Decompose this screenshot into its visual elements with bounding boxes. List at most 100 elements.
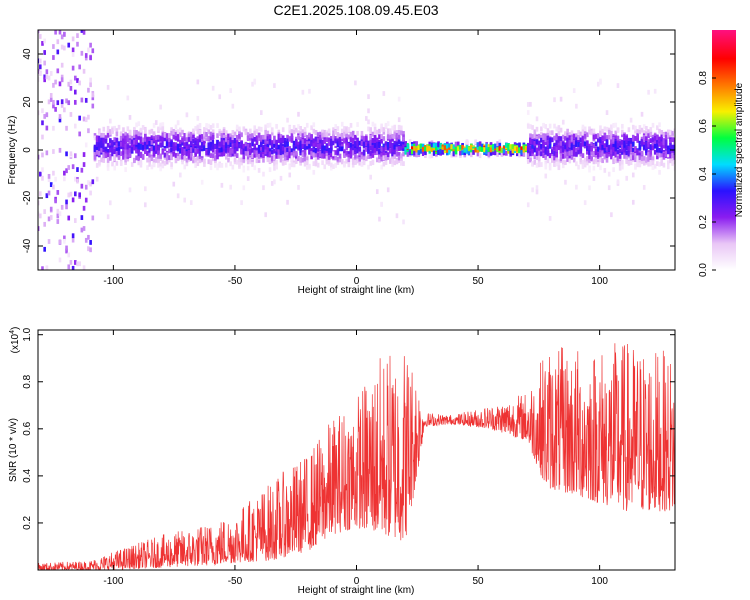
spectrogram-cell xyxy=(397,152,401,158)
spectrogram-cell xyxy=(491,145,495,151)
spectrogram-cell xyxy=(612,167,615,173)
spectrogram-cell xyxy=(47,239,51,244)
spectrogram-cell xyxy=(63,45,66,51)
spectrogram-cell xyxy=(640,159,644,164)
spectrogram-cell xyxy=(610,149,613,155)
spectrogram-cell xyxy=(124,167,127,173)
spectrogram-cell xyxy=(216,133,219,139)
spectrogram-cell xyxy=(586,149,589,154)
spectrogram-cell xyxy=(634,146,637,151)
spectrogram-cell xyxy=(360,161,364,167)
spectrogram-cell xyxy=(308,143,311,149)
spectrogram-cell xyxy=(452,147,456,153)
spectrogram-cell xyxy=(238,157,241,163)
spectrogram-cell xyxy=(152,136,156,142)
spectrogram-cell xyxy=(498,139,502,145)
spectrogram-cell xyxy=(389,148,392,154)
spectrogram-cell xyxy=(290,138,294,143)
spectrogram-cell xyxy=(128,145,132,151)
spectrogram-cell xyxy=(577,142,580,147)
spectrogram-cell xyxy=(323,139,327,144)
spectrogram-cell xyxy=(41,266,44,270)
spectrogram-cell xyxy=(323,136,327,141)
spectrogram-cell xyxy=(111,147,114,153)
spectrogram-cell xyxy=(106,158,110,163)
spectrogram-cell xyxy=(564,144,567,150)
spectrogram-cell xyxy=(397,155,401,161)
spectrogram-cell xyxy=(308,141,311,146)
spectrogram-cell xyxy=(382,155,386,161)
spectrogram-cell xyxy=(634,125,637,131)
spectrogram-cell xyxy=(255,147,259,153)
spectrogram-cell xyxy=(196,136,200,142)
spectrogram-cell xyxy=(93,147,97,153)
spectrogram-cell xyxy=(375,149,379,155)
spectrogram-cell xyxy=(406,144,410,149)
spectrogram-cell xyxy=(84,97,88,103)
spectrogram-cell xyxy=(216,152,219,158)
spectrogram-cell xyxy=(268,167,272,173)
spectrogram-cell xyxy=(71,36,75,42)
spectrogram-cell xyxy=(325,152,329,158)
spectrogram-cell xyxy=(84,184,88,190)
spectrogram-cell xyxy=(354,141,357,147)
spectrogram-cell xyxy=(275,143,278,149)
spectrogram-cell xyxy=(268,140,272,146)
spectrogram-cell xyxy=(249,133,252,139)
spectrogram-cell xyxy=(209,135,213,141)
spectrogram-cell xyxy=(89,247,92,253)
spectrogram-cell xyxy=(400,125,403,131)
y-tick-label: 0.6 xyxy=(22,421,33,435)
spectrogram-cell xyxy=(52,125,55,131)
spectrogram-cell xyxy=(233,151,237,157)
spectrogram-cell xyxy=(566,144,569,150)
spectrogram-cell xyxy=(266,151,270,156)
spectrogram-cell xyxy=(671,153,674,159)
spectrogram-cell xyxy=(76,33,79,39)
spectrogram-cell xyxy=(410,146,414,152)
spectrogram-cell xyxy=(52,170,55,176)
spectrogram-cell xyxy=(161,136,165,142)
spectrogram-cell xyxy=(305,134,309,140)
spectrogram-cell xyxy=(183,197,187,203)
spectrogram-cell xyxy=(295,159,298,164)
spectrogram-cell xyxy=(459,147,462,153)
spectrogram-cell xyxy=(389,134,392,140)
spectrogram-cell xyxy=(187,150,191,155)
spectrogram-cell xyxy=(400,130,403,136)
spectrogram-cell xyxy=(104,135,108,141)
spectrogram-cell xyxy=(266,136,270,141)
spectrogram-cell xyxy=(478,144,482,149)
spectrogram-cell xyxy=(491,150,495,155)
spectrogram-cell xyxy=(224,154,228,160)
spectrogram-cell xyxy=(253,130,257,136)
spectrogram-cell xyxy=(124,157,127,163)
spectrogram-cell xyxy=(561,163,565,169)
spectrogram-cell xyxy=(605,126,609,132)
spectrogram-cell xyxy=(262,139,265,145)
spectrogram-cell xyxy=(583,136,587,142)
spectrogram-cell xyxy=(45,69,49,75)
spectrogram-cell xyxy=(231,148,235,154)
spectrogram-cell xyxy=(406,152,410,157)
spectrogram-cell xyxy=(49,215,53,220)
spectrogram-cell xyxy=(58,30,62,35)
spectrogram-cell xyxy=(397,139,401,145)
spectrogram-cell xyxy=(647,157,650,163)
spectrogram-cell xyxy=(373,135,377,140)
spectrogram-cell xyxy=(126,149,130,155)
spectrogram-cell xyxy=(301,157,305,163)
spectrogram-cell xyxy=(295,141,298,147)
spectrogram-cell xyxy=(279,153,283,159)
spectrogram-cell xyxy=(303,145,307,151)
spectrogram-cell xyxy=(135,129,138,135)
spectrogram-cell xyxy=(251,147,254,153)
spectrogram-cell xyxy=(233,148,237,154)
spectrogram-cell xyxy=(325,137,329,143)
spectrogram-cell xyxy=(170,130,173,136)
spectrogram-cell xyxy=(179,172,182,178)
spectrogram-cell xyxy=(588,154,591,160)
spectrogram-cell xyxy=(308,88,311,94)
spectrogram-cell xyxy=(631,172,635,178)
spectrogram-cell xyxy=(513,142,517,148)
